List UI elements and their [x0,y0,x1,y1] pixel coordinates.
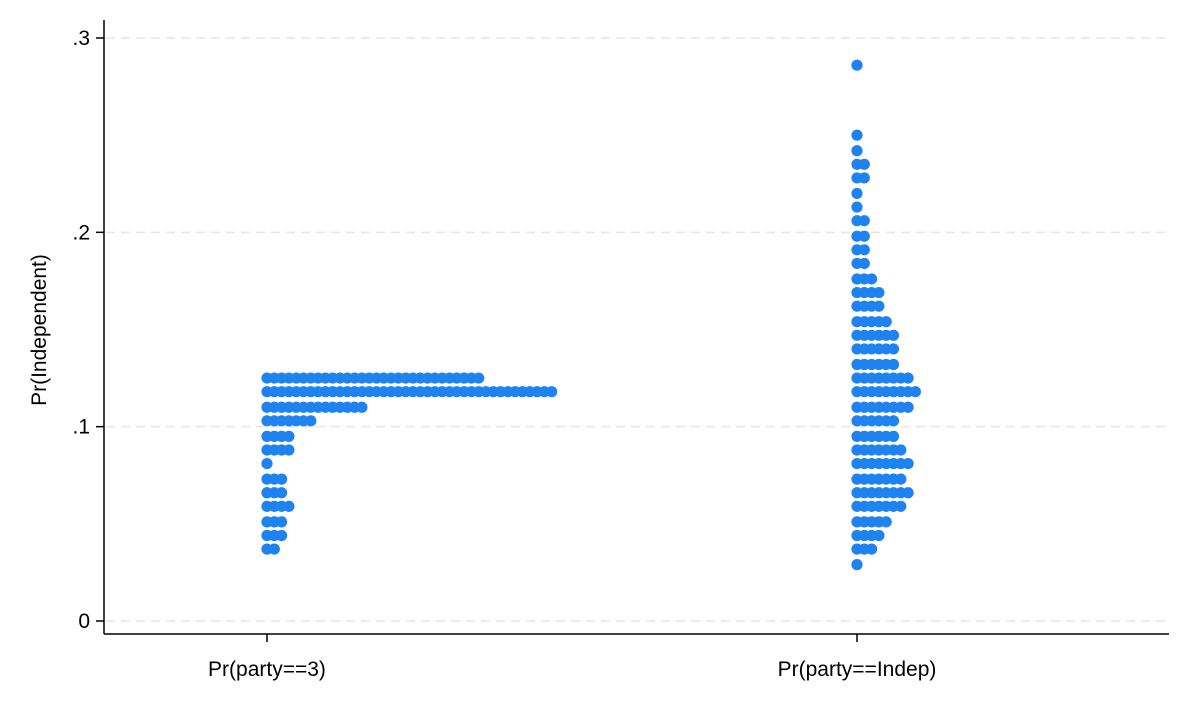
data-point [887,329,900,341]
data-point [858,257,870,270]
gridlines [106,37,1169,622]
data-point [873,286,885,299]
data-point [895,500,907,512]
data-point [283,444,295,456]
data-point [858,215,870,227]
data-point [880,316,892,328]
data-point [546,386,558,398]
data-point [283,500,295,512]
data-point [276,529,288,542]
data-point [866,543,878,555]
y-tick-label: .3 [72,27,90,50]
data-point [356,401,368,413]
y-tick-label: .2 [72,221,90,244]
data-point [887,358,900,371]
data-point [305,415,317,427]
data-point [902,401,914,413]
data-point [873,300,885,312]
data-point [887,343,900,355]
data-point [873,529,885,542]
data-point [866,273,878,285]
x-tick-label: Pr(party==3) [208,658,326,681]
data-point [851,129,863,141]
x-tick-label: Pr(party==Indep) [778,658,937,681]
data-point [895,473,907,485]
data-point [902,487,914,499]
data-point [858,172,870,184]
data-point [895,444,907,456]
y-tick-label: .1 [72,416,90,439]
y-tick-label: 0 [78,610,90,633]
data-point [887,415,900,427]
data-point [902,372,914,384]
data-point [851,201,863,213]
data-point [858,158,870,170]
data-point [851,559,863,571]
data-point [909,386,922,398]
data-point [276,487,288,499]
plot-area [261,59,922,571]
data-point [261,457,273,470]
data-point [473,372,485,384]
x-axis-ticks: Pr(party==3) Pr(party==Indep) [208,634,936,681]
data-point [276,473,288,485]
y-axis-ticks: 0 .1 .2 .3 [72,27,104,633]
data-point [851,187,863,200]
data-point [880,516,892,528]
data-point [851,145,863,157]
data-point [902,457,914,470]
data-point [851,59,863,71]
data-point [858,230,870,242]
data-point [276,516,288,528]
data-point [268,543,280,555]
data-point [887,430,900,442]
y-axis-title: Pr(Independent) [28,254,51,406]
data-point [858,244,870,256]
data-point [283,430,295,442]
